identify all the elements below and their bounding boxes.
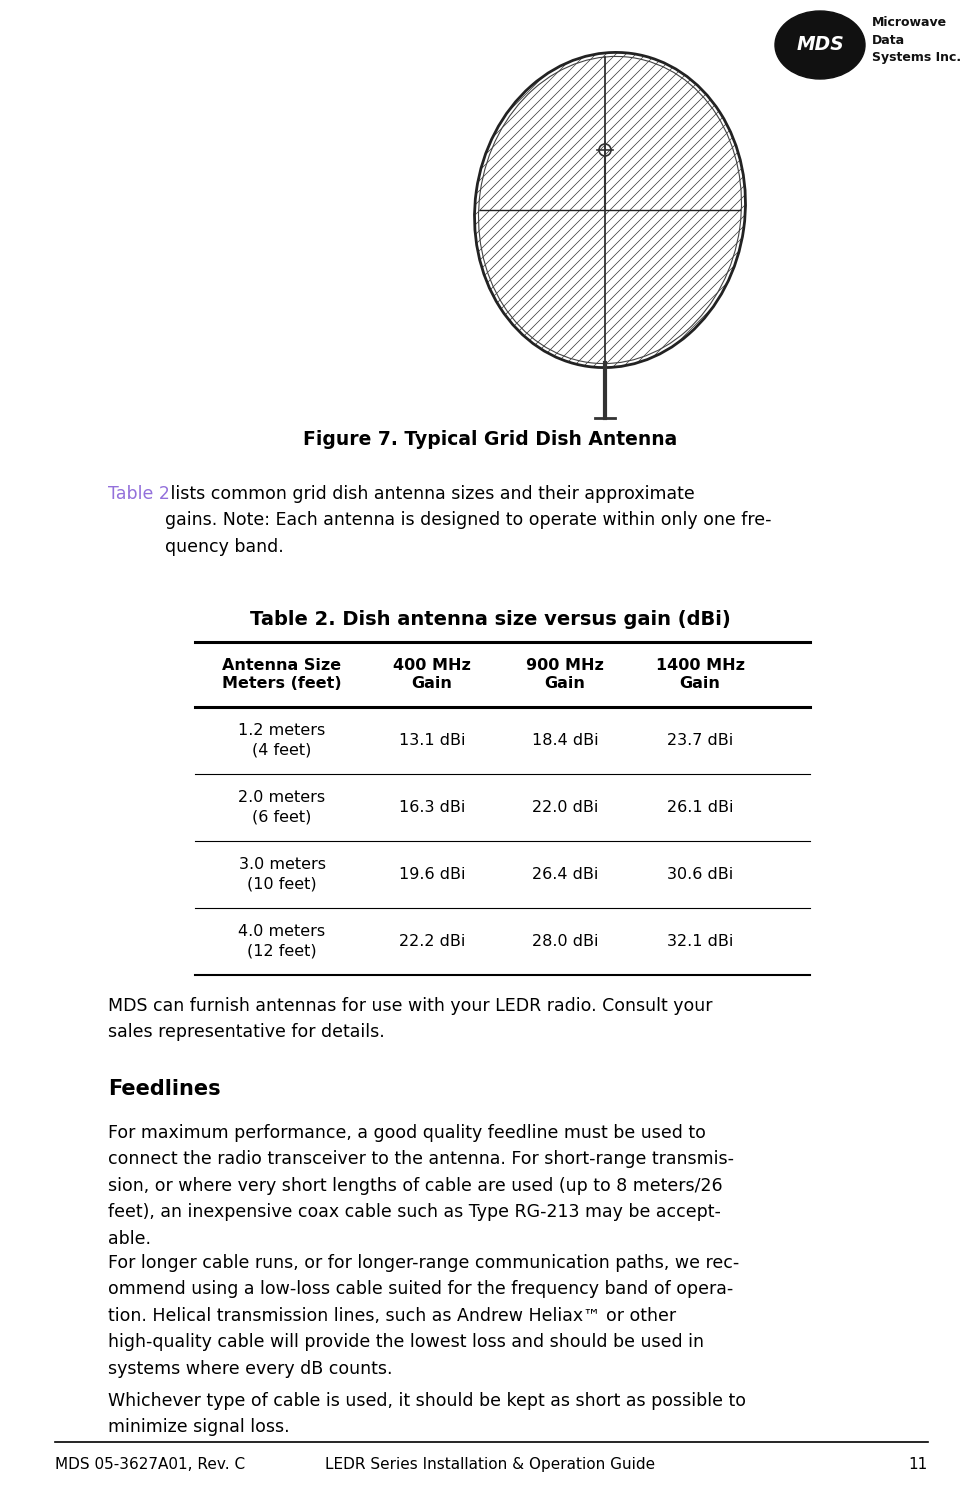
Text: For longer cable runs, or for longer-range communication paths, we rec-
ommend u: For longer cable runs, or for longer-ran… xyxy=(108,1254,739,1377)
Text: MDS can furnish antennas for use with your LEDR radio. Consult your
sales repres: MDS can furnish antennas for use with yo… xyxy=(108,998,712,1041)
Text: Figure 7. Typical Grid Dish Antenna: Figure 7. Typical Grid Dish Antenna xyxy=(303,430,677,448)
Text: 16.3 dBi: 16.3 dBi xyxy=(399,800,465,814)
Text: 1.2 meters
(4 feet): 1.2 meters (4 feet) xyxy=(238,723,325,758)
Text: 18.4 dBi: 18.4 dBi xyxy=(532,734,599,748)
Text: 1400 MHz
Gain: 1400 MHz Gain xyxy=(656,657,745,692)
Text: 19.6 dBi: 19.6 dBi xyxy=(399,867,465,882)
Text: 13.1 dBi: 13.1 dBi xyxy=(399,734,465,748)
Text: 26.4 dBi: 26.4 dBi xyxy=(532,867,598,882)
Text: Table 2. Dish antenna size versus gain (dBi): Table 2. Dish antenna size versus gain (… xyxy=(250,610,730,628)
Text: 4.0 meters
(12 feet): 4.0 meters (12 feet) xyxy=(238,924,325,958)
Text: 400 MHz
Gain: 400 MHz Gain xyxy=(393,657,471,692)
Text: 32.1 dBi: 32.1 dBi xyxy=(666,934,733,950)
Text: MDS 05-3627A01, Rev. C: MDS 05-3627A01, Rev. C xyxy=(55,1456,245,1472)
Text: Feedlines: Feedlines xyxy=(108,1078,220,1100)
Text: 2.0 meters
(6 feet): 2.0 meters (6 feet) xyxy=(238,790,325,825)
Text: Table 2: Table 2 xyxy=(108,484,170,502)
Text: For maximum performance, a good quality feedline must be used to
connect the rad: For maximum performance, a good quality … xyxy=(108,1124,734,1248)
Text: Whichever type of cable is used, it should be kept as short as possible to
minim: Whichever type of cable is used, it shou… xyxy=(108,1392,746,1437)
Text: 11: 11 xyxy=(908,1456,928,1472)
Text: 28.0 dBi: 28.0 dBi xyxy=(532,934,598,950)
Text: Microwave
Data
Systems Inc.: Microwave Data Systems Inc. xyxy=(872,15,961,64)
Text: lists common grid dish antenna sizes and their approximate
gains. Note: Each ant: lists common grid dish antenna sizes and… xyxy=(165,484,771,556)
Text: 30.6 dBi: 30.6 dBi xyxy=(666,867,733,882)
Text: MDS: MDS xyxy=(796,36,844,54)
Text: 26.1 dBi: 26.1 dBi xyxy=(666,800,733,814)
Text: Antenna Size
Meters (feet): Antenna Size Meters (feet) xyxy=(222,657,342,692)
Ellipse shape xyxy=(775,10,865,80)
Text: 22.2 dBi: 22.2 dBi xyxy=(399,934,465,950)
Text: LEDR Series Installation & Operation Guide: LEDR Series Installation & Operation Gui… xyxy=(325,1456,655,1472)
Text: 3.0 meters
(10 feet): 3.0 meters (10 feet) xyxy=(238,858,325,891)
Text: 900 MHz
Gain: 900 MHz Gain xyxy=(526,657,604,692)
Text: 22.0 dBi: 22.0 dBi xyxy=(532,800,598,814)
Text: 23.7 dBi: 23.7 dBi xyxy=(666,734,733,748)
